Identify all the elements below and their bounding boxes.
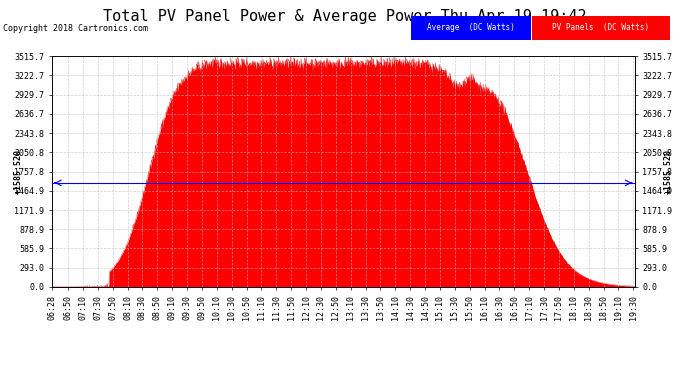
Text: PV Panels  (DC Watts): PV Panels (DC Watts): [553, 23, 649, 33]
Text: +1585.520: +1585.520: [13, 149, 23, 194]
Text: +1585.520: +1585.520: [664, 149, 673, 194]
Text: Total PV Panel Power & Average Power Thu Apr 19 19:42: Total PV Panel Power & Average Power Thu…: [104, 9, 586, 24]
Text: Average  (DC Watts): Average (DC Watts): [427, 23, 515, 33]
Text: Copyright 2018 Cartronics.com: Copyright 2018 Cartronics.com: [3, 24, 148, 33]
